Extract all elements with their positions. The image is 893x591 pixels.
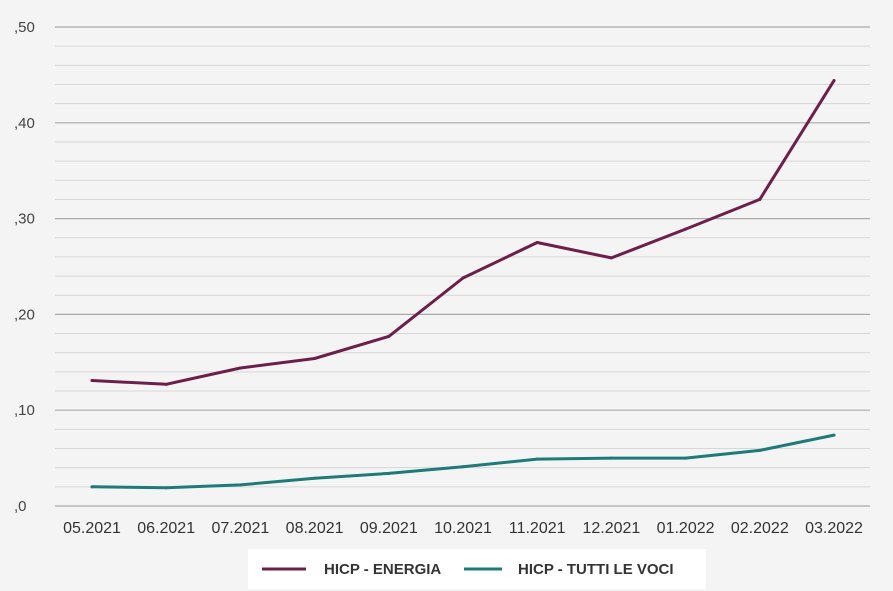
legend-label-energia: HICP - ENERGIA [324, 561, 441, 578]
data-point [832, 79, 836, 83]
data-point [535, 457, 539, 461]
data-point [461, 276, 465, 280]
y-tick-label: ,10 [14, 402, 35, 419]
legend-label-tutti-le-voci: HICP - TUTTI LE VOCI [518, 561, 674, 578]
x-tick-label: 10.2021 [434, 520, 492, 537]
data-point [90, 379, 94, 383]
data-point [313, 476, 317, 480]
x-tick-label: 01.2022 [657, 520, 715, 537]
data-point [164, 382, 168, 386]
data-point [684, 227, 688, 231]
x-tick-label: 06.2021 [137, 520, 195, 537]
data-point [758, 197, 762, 201]
x-tick-label: 02.2022 [731, 520, 789, 537]
data-point [609, 456, 613, 460]
grid-lines [55, 26, 870, 507]
x-tick-label: 09.2021 [360, 520, 418, 537]
y-tick-label: ,40 [14, 115, 35, 132]
data-point [90, 485, 94, 489]
data-point [387, 471, 391, 475]
y-axis-ticks: ,0 ,10 ,20 ,30 ,40 ,50 [14, 19, 35, 515]
y-tick-label: ,30 [14, 211, 35, 228]
legend: HICP - ENERGIA HICP - TUTTI LE VOCI [248, 549, 706, 589]
data-point [313, 356, 317, 360]
series-line-1 [90, 433, 836, 490]
series-lines [90, 79, 836, 490]
series-line-0 [90, 79, 836, 386]
x-tick-label: 11.2021 [509, 520, 566, 537]
data-point [164, 486, 168, 490]
x-tick-label: 08.2021 [286, 520, 344, 537]
y-tick-label: ,50 [14, 19, 35, 36]
y-tick-label: ,20 [14, 306, 35, 323]
data-point [461, 465, 465, 469]
x-tick-label: 03.2022 [805, 520, 863, 537]
y-tick-label: ,0 [14, 498, 27, 515]
x-tick-label: 05.2021 [63, 520, 121, 537]
data-point [832, 433, 836, 437]
x-tick-label: 07.2021 [211, 520, 269, 537]
data-point [238, 366, 242, 370]
data-point [609, 256, 613, 260]
data-point [387, 334, 391, 338]
x-axis-ticks: 05.2021 06.2021 07.2021 08.2021 09.2021 10.20… [63, 520, 863, 537]
data-point [758, 448, 762, 452]
data-point [684, 456, 688, 460]
data-point [238, 483, 242, 487]
x-tick-label: 12.2021 [582, 520, 640, 537]
data-point [535, 241, 539, 245]
